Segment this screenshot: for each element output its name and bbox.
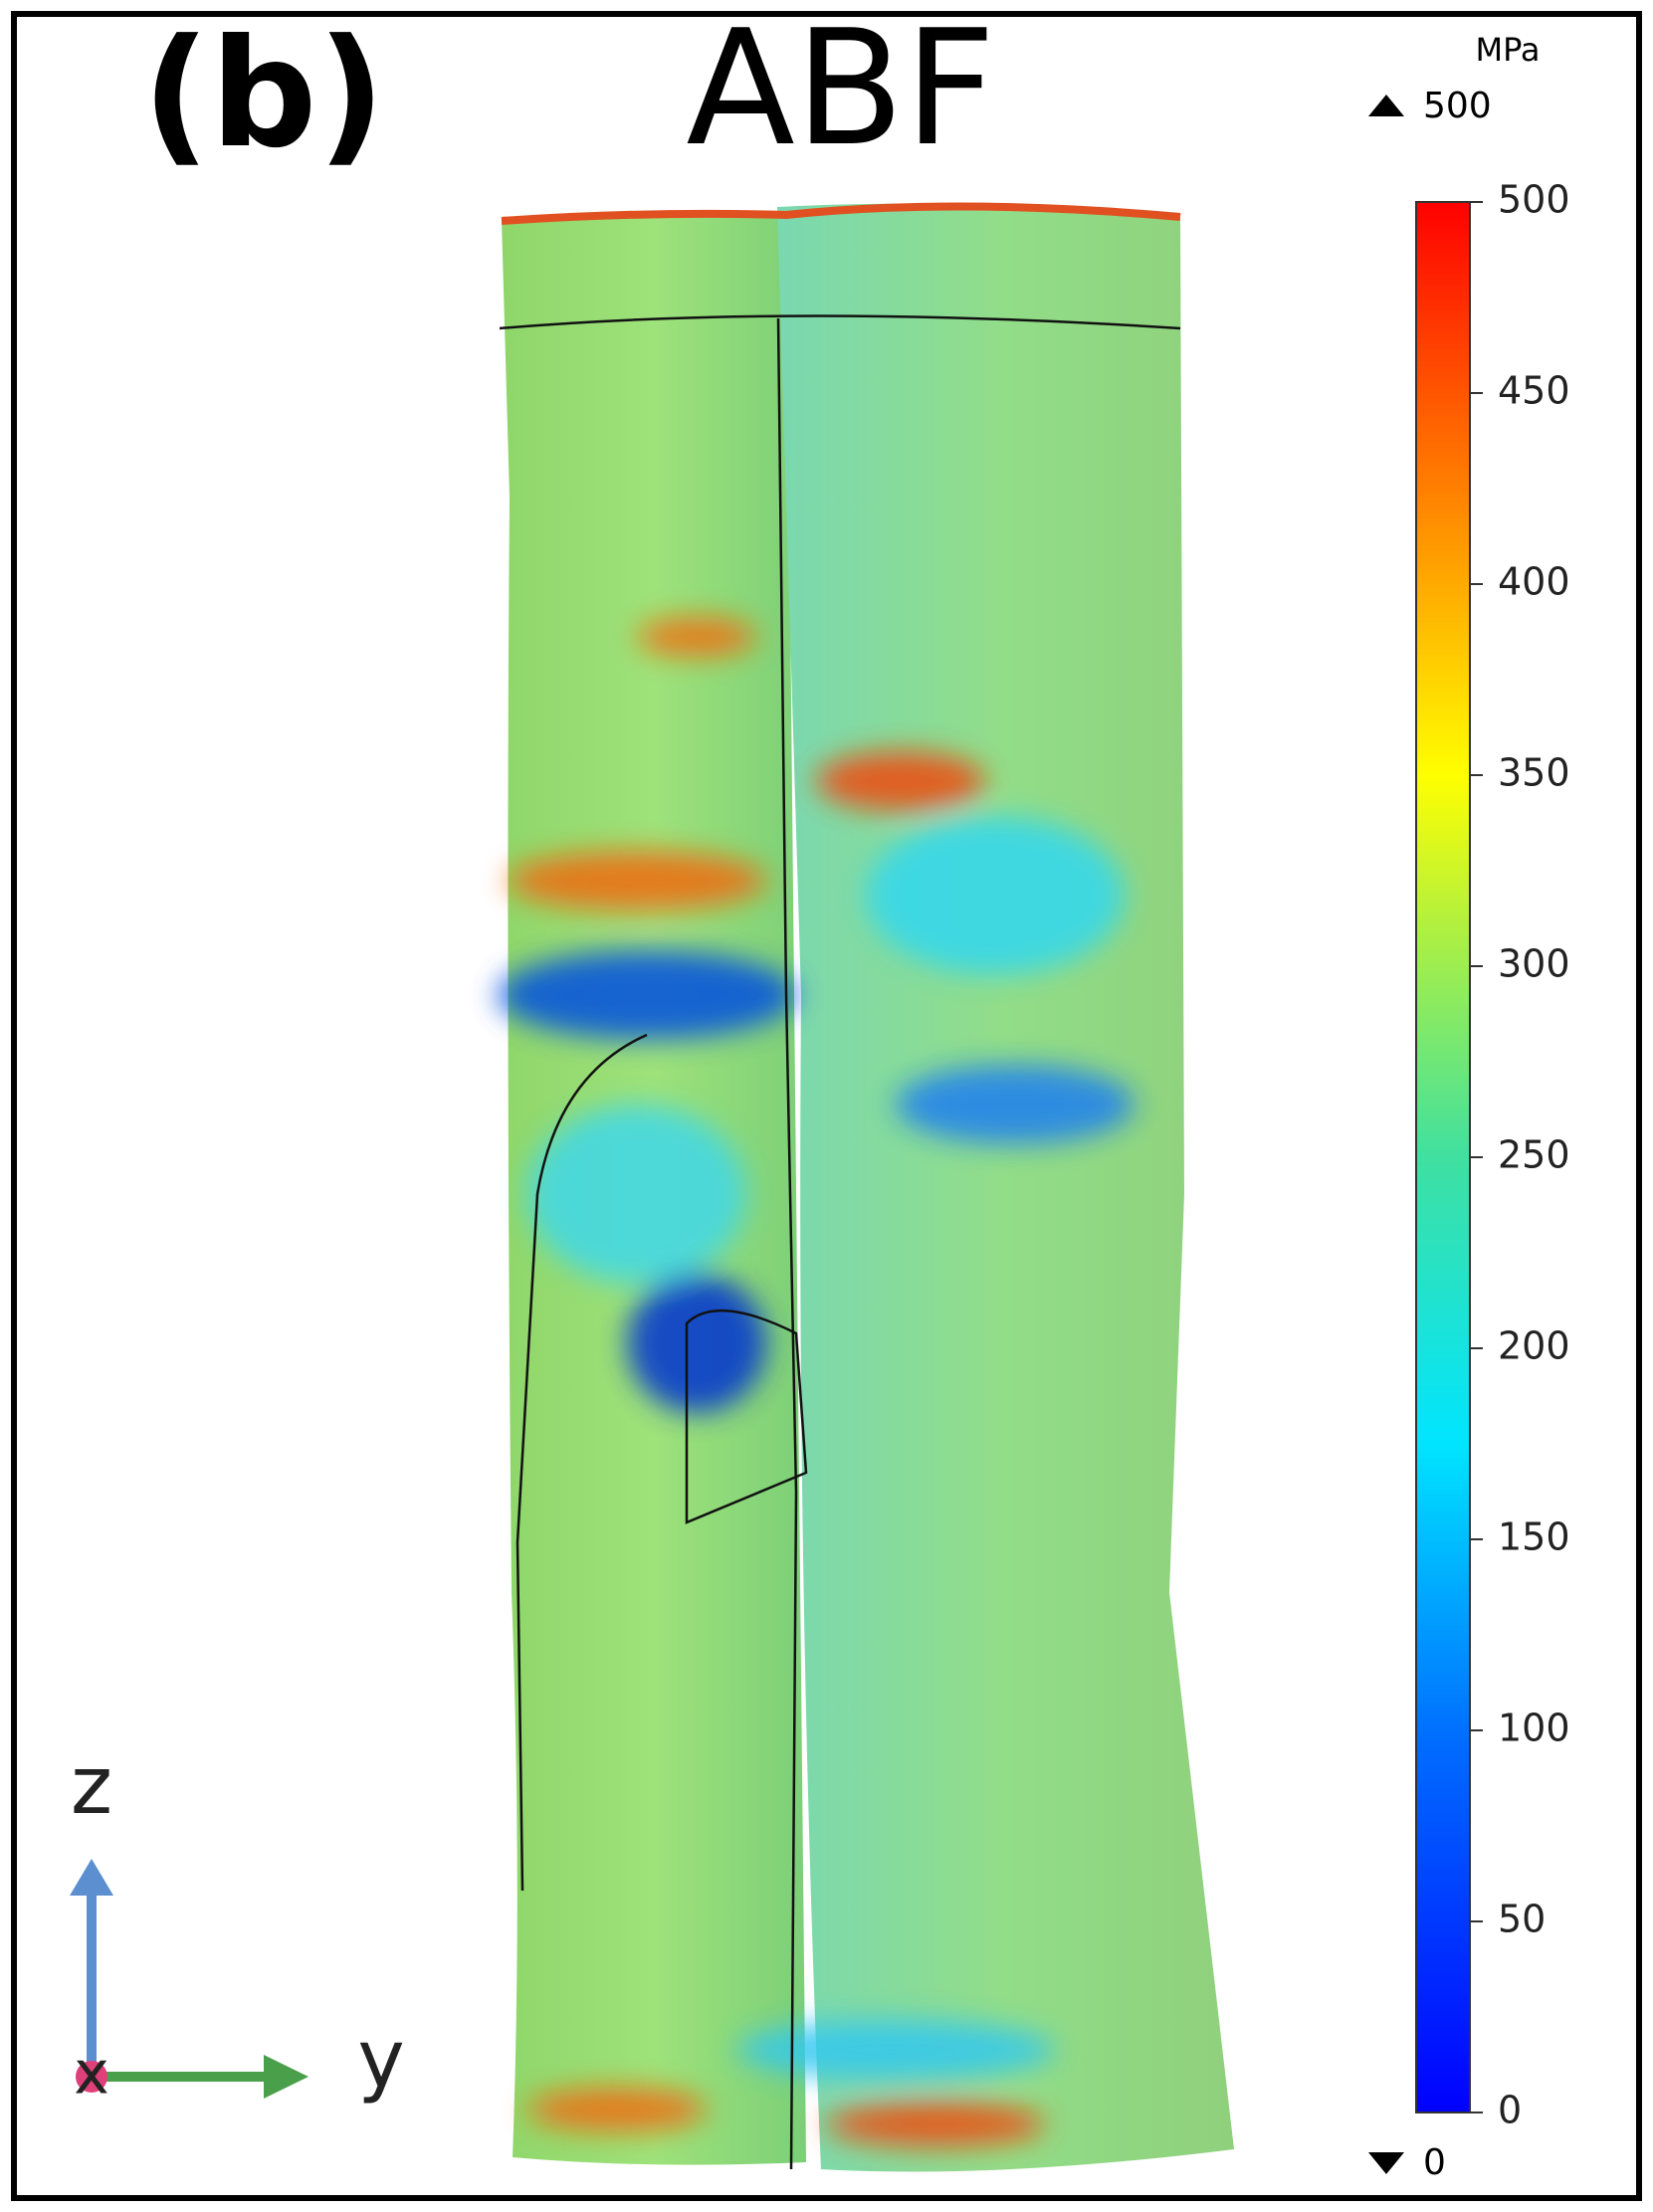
colorbar-tick-label: 250	[1498, 1133, 1570, 1177]
stent-render	[498, 202, 1234, 2172]
colorbar-tick-label: 500	[1498, 178, 1570, 222]
colorbar-scale	[1415, 201, 1471, 2113]
frame	[11, 11, 1642, 2201]
axis-label-x: x	[74, 2039, 109, 2109]
colorbar-tick-label: 300	[1498, 942, 1570, 986]
colorbar-tick-label: 450	[1498, 369, 1570, 413]
panel-label: (b)	[142, 8, 385, 181]
colorbar-unit: MPa	[1475, 31, 1540, 69]
colorbar-min: 0	[1423, 2142, 1446, 2183]
colorbar-tick-label: 200	[1498, 1324, 1570, 1368]
axes-triad: z y x	[70, 1739, 405, 2109]
max-marker	[1368, 95, 1404, 116]
colorbar-tick-label: 150	[1498, 1515, 1570, 1559]
title: ABF	[686, 0, 995, 181]
axis-label-y: y	[357, 2013, 404, 2106]
colorbar-tick-label: 50	[1498, 1898, 1546, 1941]
axis-label-z: z	[71, 1739, 112, 1832]
min-marker	[1368, 2152, 1404, 2174]
colorbar-max: 500	[1423, 86, 1492, 126]
colorbar-tick-label: 0	[1498, 2089, 1522, 2132]
colorbar: MPa 500 0 0 50 100 150 200 250 300 350 400 450 500	[1368, 31, 1570, 2183]
colorbar-tick-label: 400	[1498, 560, 1570, 604]
colorbar-tick-label: 100	[1498, 1707, 1570, 1750]
colorbar-tick-label: 350	[1498, 751, 1570, 795]
